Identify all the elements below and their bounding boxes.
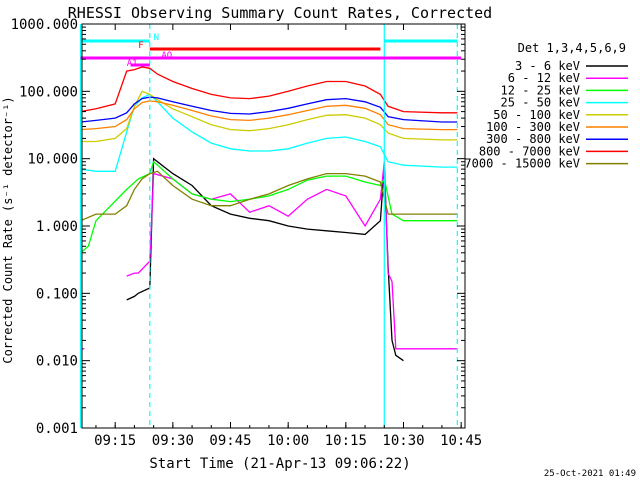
x-tick-label: 10:00 [267,433,309,449]
legend-label: 100 - 300 keV [486,120,580,134]
series-line-50-100-kev [82,90,458,143]
flag-label-a1: A1 [127,59,138,69]
y-axis: 0.001 0.010 0.100 1.000 10.000 100.000 1000.00… [11,17,465,437]
marker-group [79,24,458,428]
legend-label: 50 - 100 keV [493,108,580,122]
legend-label: 300 - 800 keV [486,132,580,146]
legend-title: Det 1,3,4,5,6,9 [518,41,626,55]
chart-title: RHESSI Observing Summary Count Rates, Co… [68,4,492,22]
flag-label-f: F [138,41,143,51]
flag-group: N F AO A1 [80,33,462,69]
x-axis-label: Start Time (21-Apr-13 09:06:22) [149,456,410,472]
legend-label: 12 - 25 keV [501,83,580,97]
legend-label: 3 - 6 keV [515,59,580,73]
y-tick-label: 100.000 [19,84,78,100]
y-tick-label: 1000.000 [11,17,78,33]
series-line-100-300-kev [82,100,458,131]
footer-timestamp: 25-Oct-2021 01:49 [544,469,636,479]
flag-label-n: N [154,33,159,43]
y-tick-label: 0.100 [36,286,78,302]
y-tick-label: 1.000 [36,219,78,235]
x-tick-label: 10:30 [382,433,424,449]
legend-label: 6 - 12 keV [508,71,580,85]
x-tick-label: 10:45 [440,433,482,449]
legend-label: 800 - 7000 keV [479,144,580,158]
y-tick-label: 10.000 [27,152,78,168]
x-tick-label: 09:30 [152,433,194,449]
series-line-300-800-kev [82,96,458,123]
y-tick-label: 0.010 [36,354,78,370]
series-line-7000-15000-kev [82,170,458,221]
flag-label-ao: AO [161,51,172,61]
y-axis-label: Corrected Count Rate (s⁻¹ detector⁻¹) [1,96,15,363]
series-line-800-7000-kev [82,66,458,114]
y-tick-label: 0.001 [36,421,78,437]
series-line-3-6-kev [126,157,404,362]
x-tick-label: 10:15 [325,433,367,449]
legend-label: 25 - 50 keV [501,96,580,110]
x-tick-label: 09:15 [94,433,136,449]
plot-frame [81,23,466,429]
x-tick-label: 09:45 [209,433,251,449]
series-line-12-25-kev [82,160,458,253]
series-line-6-12-kev [82,161,458,350]
legend-label: 7000 - 15000 keV [464,157,580,171]
x-axis: 09:15 09:30 09:45 10:00 10:15 10:30 10:45 [94,24,482,449]
series-group [82,66,458,362]
